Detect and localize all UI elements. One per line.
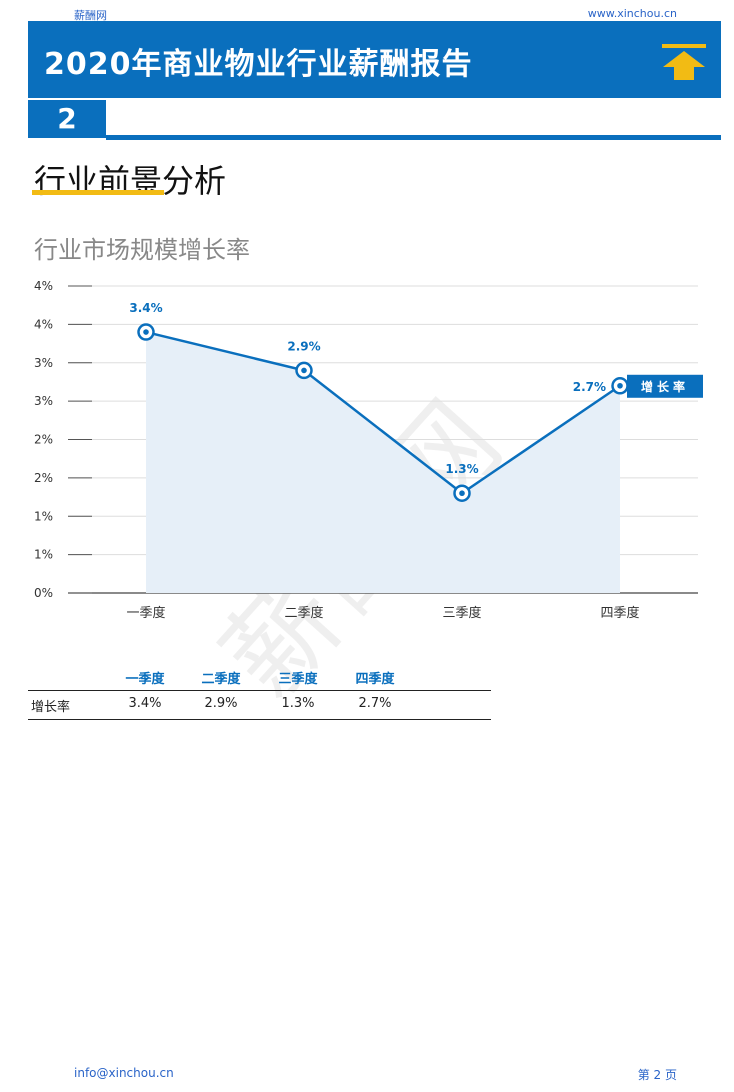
table-cell-q3: 1.3%	[281, 696, 315, 711]
data-label: 2.9%	[287, 339, 320, 353]
table-cell-q4: 2.7%	[358, 696, 392, 711]
table-header-q4: 四季度	[355, 672, 395, 687]
section-title: 行业前景分析	[34, 162, 227, 200]
data-label: 1.3%	[445, 462, 478, 476]
up-arrow-icon	[662, 44, 706, 80]
chart-title: 行业市场规模增长率	[34, 236, 250, 264]
page-number: 2	[57, 102, 77, 135]
report-title: 2020年商业物业行业薪酬报告	[44, 47, 473, 82]
site-url[interactable]: www.xinchou.cn	[587, 7, 677, 20]
growth-line-chart: 0% 1% 1% 2% 2% 3% 3% 4% 4% 3.4% 2.9% 1.3% 2.7% 一季度 二季度…	[34, 279, 703, 621]
legend-label: 增长率	[641, 379, 689, 394]
data-label: 2.7%	[573, 380, 606, 394]
series-area	[146, 332, 620, 593]
table-header-q2: 二季度	[201, 672, 241, 687]
y-tick-label: 2%	[34, 471, 53, 485]
y-tick-label: 1%	[34, 509, 53, 523]
y-tick-label: 3%	[34, 394, 53, 408]
x-tick-label: 四季度	[600, 605, 639, 621]
series-line	[145, 330, 621, 495]
data-point-center	[617, 382, 623, 389]
page-number-box: 2	[28, 100, 106, 138]
data-label: 3.4%	[129, 301, 162, 315]
y-tick-label: 1%	[34, 548, 53, 562]
legend-badge	[627, 374, 703, 398]
report-banner: 2020年商业物业行业薪酬报告	[28, 21, 721, 98]
data-point-center	[143, 329, 149, 335]
y-tick-label: 4%	[34, 317, 53, 331]
y-tick-label: 3%	[34, 356, 53, 370]
table-cell-q1: 3.4%	[128, 696, 162, 711]
footer-page-label: 第 2 页	[637, 1068, 677, 1082]
table-header: 一季度 二季度 三季度 四季度	[28, 666, 491, 690]
y-tick-label: 4%	[34, 279, 53, 293]
table-row-label: 增长率	[31, 700, 71, 715]
x-tick-label: 二季度	[284, 605, 323, 621]
y-tick-label: 0%	[34, 586, 53, 600]
footer-email[interactable]: info@xinchou.cn	[74, 1066, 174, 1080]
brand-name: 薪酬网	[74, 9, 107, 22]
table-header-q3: 三季度	[278, 672, 318, 687]
x-tick-label: 三季度	[442, 605, 481, 621]
table-header-q1: 一季度	[125, 672, 165, 687]
data-point-center	[459, 490, 465, 497]
x-tick-label: 一季度	[126, 605, 165, 621]
growth-table: 一季度 二季度 三季度 四季度 增长率 3.4% 2.9% 1.3% 2.7%	[28, 666, 491, 720]
y-tick-label: 2%	[34, 433, 53, 447]
header-rule	[106, 135, 721, 140]
data-point-center	[301, 367, 307, 374]
table-row: 增长率 3.4% 2.9% 1.3% 2.7%	[28, 690, 491, 720]
table-cell-q2: 2.9%	[204, 696, 238, 711]
section-underline	[32, 190, 164, 195]
